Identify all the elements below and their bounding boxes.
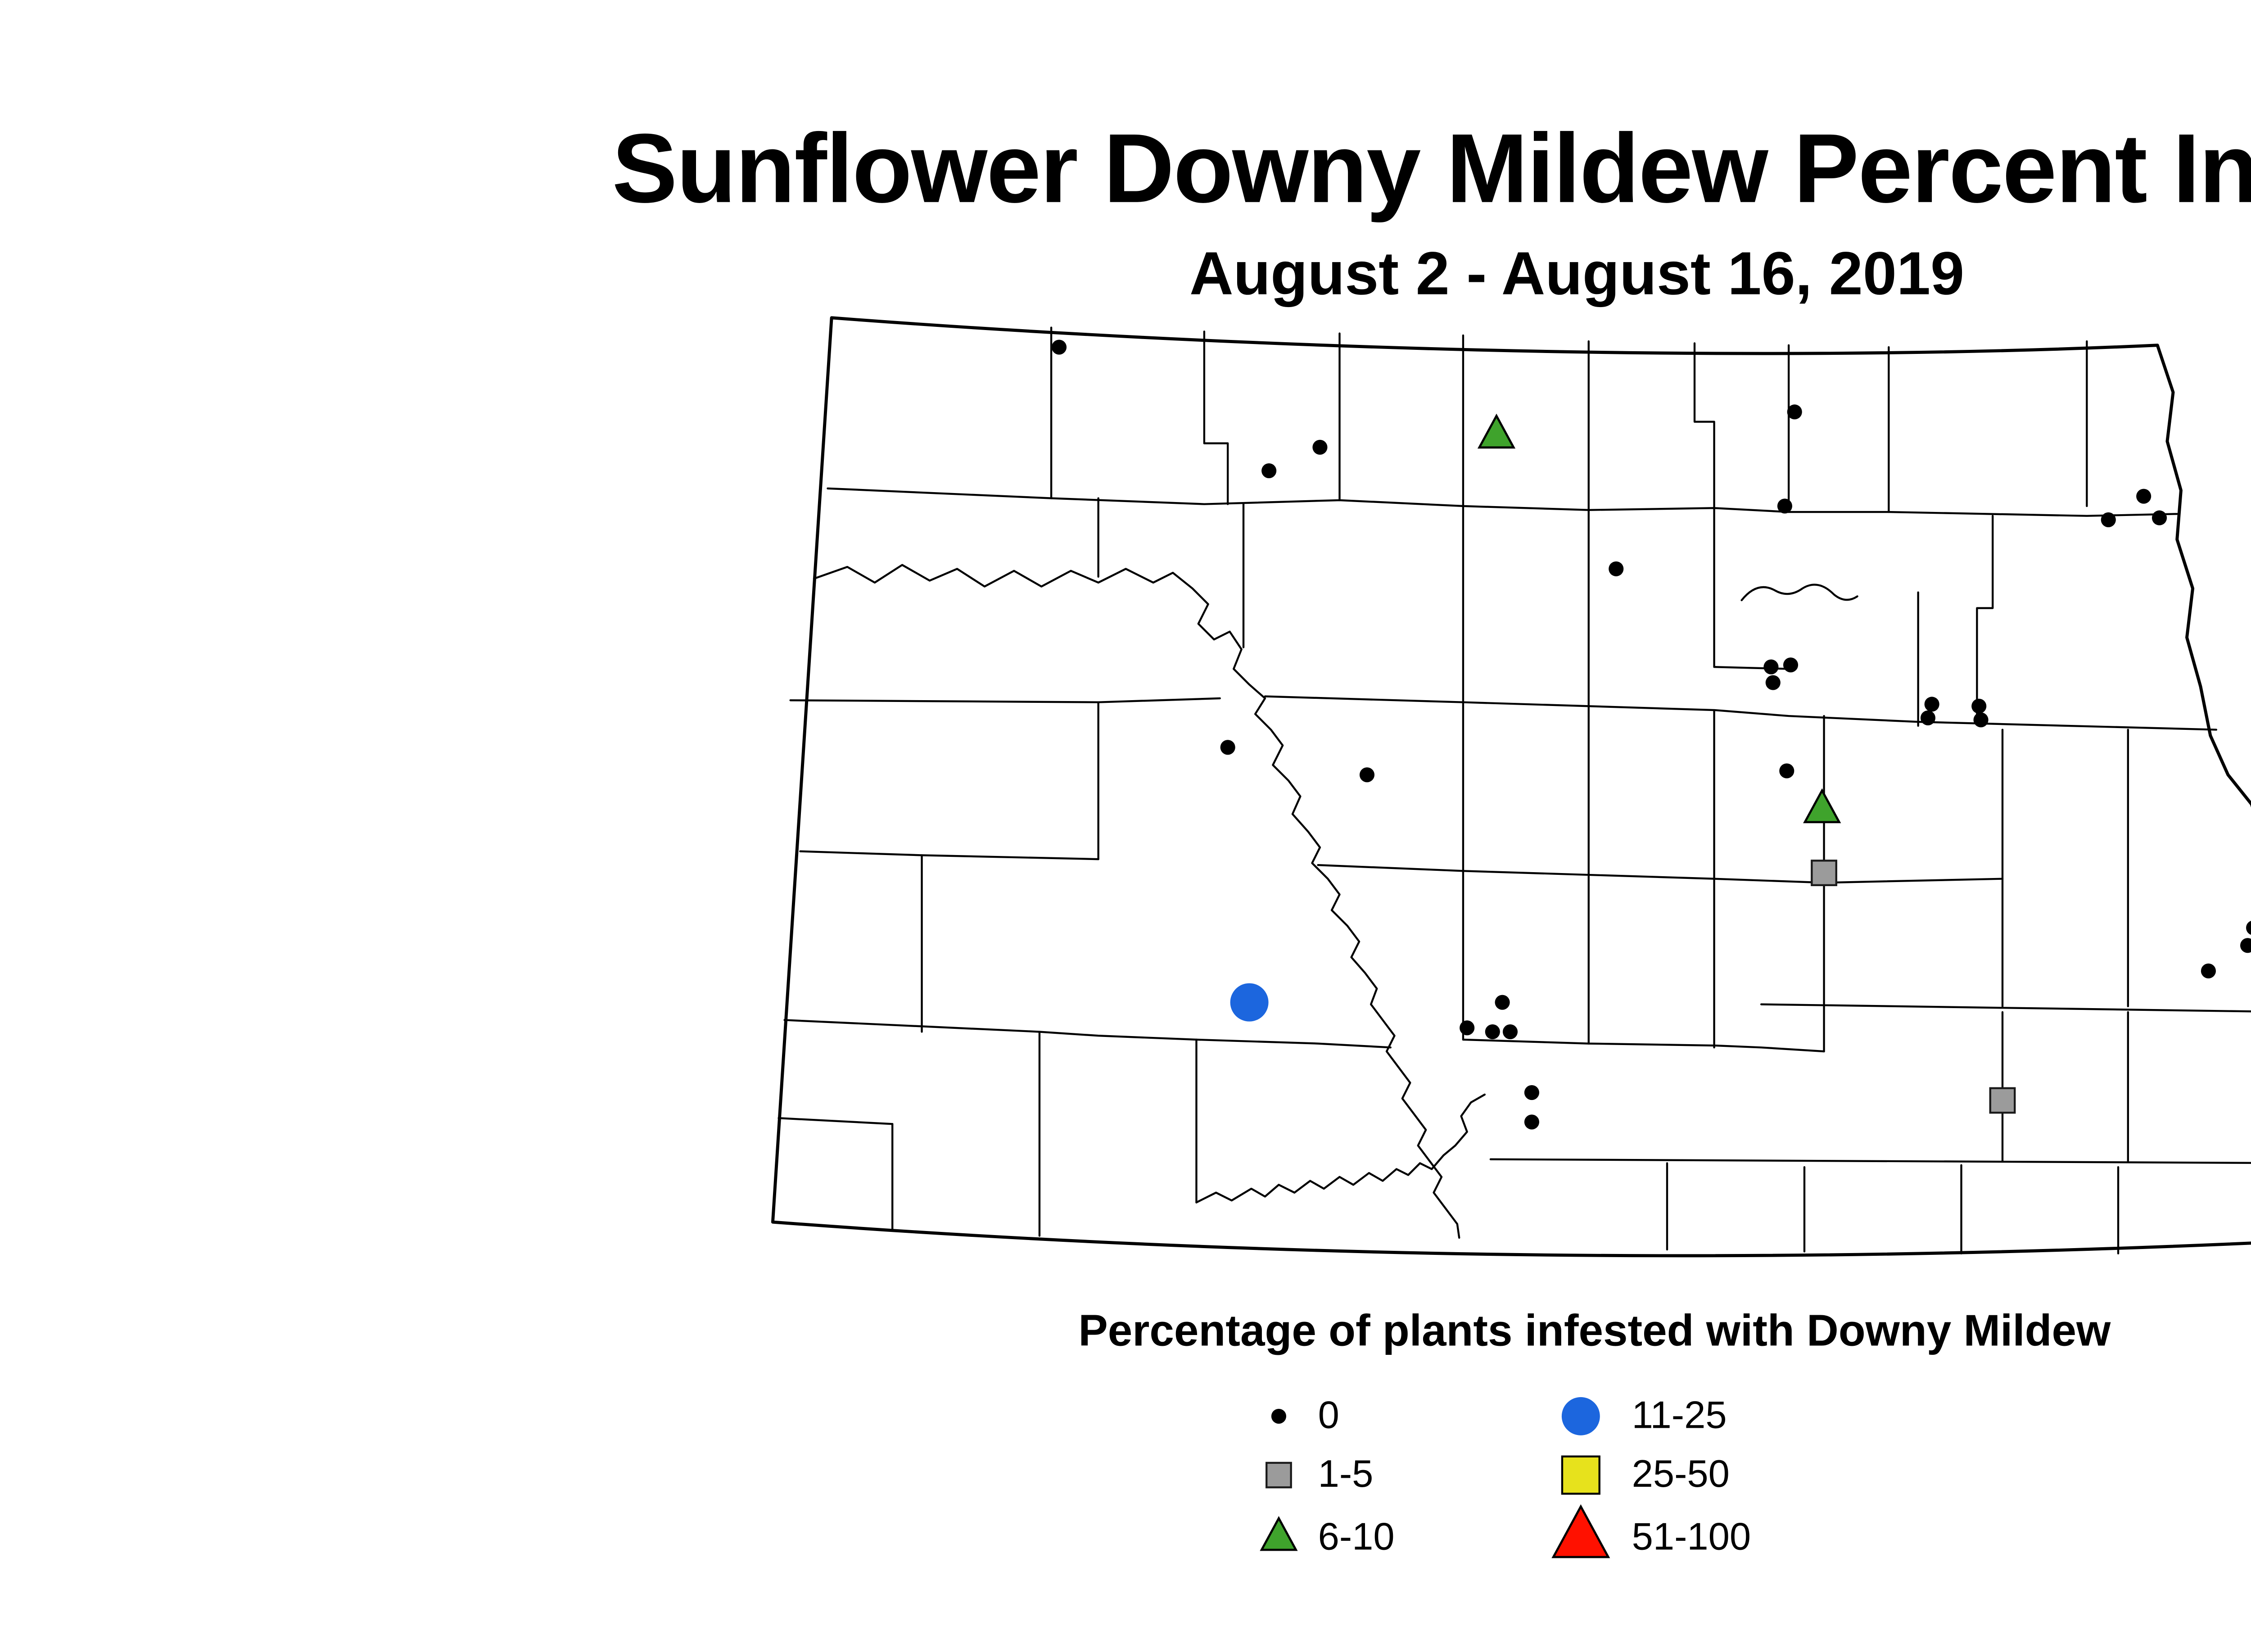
- map-point-incidence_0: [1524, 1114, 1539, 1130]
- map-point-incidence_0: [1971, 698, 1987, 714]
- map-point-incidence_0: [1779, 763, 1794, 778]
- blue-circle-icon: [1561, 1397, 1600, 1435]
- gray-square-icon: [1266, 1462, 1292, 1489]
- legend-item-label: 25-50: [1632, 1453, 1730, 1497]
- legend-item-label: 6-10: [1318, 1516, 1395, 1560]
- river-lines: [813, 564, 1486, 1239]
- map-point-incidence_0: [1312, 439, 1328, 455]
- map-point-incidence_6_10: [1803, 788, 1841, 824]
- map-point-incidence_0: [1261, 463, 1277, 479]
- map-point-incidence_0: [1777, 498, 1792, 514]
- map-point-incidence_0: [1051, 339, 1067, 355]
- legend-item-label: 11-25: [1632, 1394, 1727, 1438]
- map-point-incidence_0: [1220, 740, 1235, 755]
- map-point-incidence_0: [1920, 710, 1935, 726]
- map-point-incidence_0: [1609, 561, 1624, 576]
- map-point-incidence_0: [2201, 963, 2216, 979]
- map-point-incidence_0: [1502, 1024, 1518, 1040]
- green-triangle-icon: [1260, 1516, 1298, 1551]
- map-point-incidence_0: [1765, 675, 1781, 690]
- map-points-layer: [1051, 339, 2251, 1130]
- cannonball-river-line: [1195, 1093, 1486, 1204]
- map-point-incidence_0: [1783, 657, 1799, 673]
- legend-title: Percentage of plants infested with Downy…: [1078, 1306, 2111, 1356]
- map-point-incidence_0: [1524, 1085, 1539, 1100]
- map-point-incidence_0: [2136, 489, 2152, 504]
- map-point-incidence_1_5: [1811, 860, 1837, 887]
- yellow-square-icon: [1561, 1455, 1600, 1495]
- red-triangle-icon: [1551, 1504, 1610, 1558]
- legend-item-label: 1-5: [1318, 1453, 1374, 1497]
- map-point-incidence_0: [1359, 767, 1375, 783]
- dot-icon: [1271, 1408, 1286, 1424]
- map-point-incidence_0: [2240, 938, 2251, 953]
- county-boundaries: [777, 326, 2251, 1254]
- map-point-incidence_0: [1973, 712, 1989, 728]
- map-point-incidence_1_5: [1989, 1087, 2016, 1114]
- page-title: Sunflower Downy Mildew Percent Incidence: [612, 113, 2251, 224]
- map-point-incidence_11_25: [1230, 983, 1269, 1022]
- map-point-incidence_0: [1460, 1020, 1475, 1036]
- legend-item-label: 51-100: [1632, 1516, 1751, 1560]
- legend-item-label: 0: [1318, 1394, 1339, 1438]
- map-point-incidence_0: [2152, 510, 2167, 525]
- missouri-river-line: [813, 564, 1460, 1239]
- map-point-incidence_0: [1495, 995, 1510, 1010]
- page-subtitle: August 2 - August 16, 2019: [1189, 239, 1965, 308]
- map-point-incidence_0: [1763, 659, 1779, 674]
- map-point-incidence_0: [2246, 921, 2251, 935]
- map-point-incidence_0: [1924, 697, 1939, 712]
- map-point-incidence_0: [1787, 404, 1802, 420]
- map-point-incidence_6_10: [1477, 413, 1516, 449]
- map-point-incidence_0: [2101, 512, 2116, 528]
- map-point-incidence_0: [1485, 1024, 1500, 1040]
- state-outline: [771, 316, 2251, 1258]
